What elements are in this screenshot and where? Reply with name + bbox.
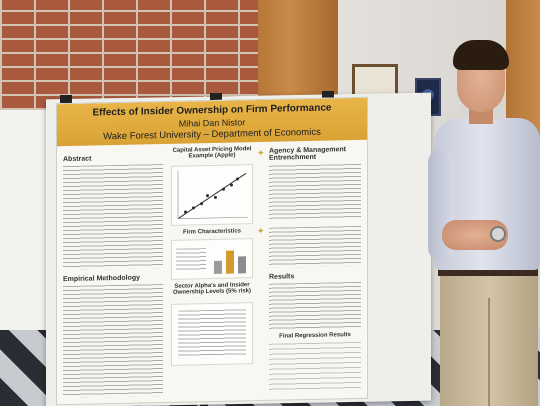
board-clip <box>322 91 334 99</box>
research-poster: Effects of Insider Ownership on Firm Per… <box>56 96 368 406</box>
regression-caption: Final Regression Results <box>279 332 351 340</box>
regression-table <box>269 341 361 392</box>
hair <box>453 40 509 70</box>
star-icon: ✦ <box>257 225 265 237</box>
firm-bar <box>238 256 246 274</box>
capm-scatter-chart <box>171 164 253 226</box>
bar-area <box>212 243 248 274</box>
agency-text <box>269 163 361 220</box>
results-heading: Results <box>269 273 295 281</box>
sector-chart <box>171 302 253 366</box>
firm-bar <box>214 260 222 274</box>
agency-heading: Agency & Management Entrenchment <box>269 146 347 162</box>
firm-legend-text <box>176 248 206 271</box>
empirical-text <box>63 284 163 399</box>
watch-icon <box>490 226 506 242</box>
abstract-text <box>63 164 163 271</box>
belt <box>438 266 538 276</box>
firm-caption: Firm Characteristics <box>182 228 242 236</box>
sector-caption: Sector Alpha's and Insider Ownership Lev… <box>172 282 252 296</box>
board-clip <box>210 93 222 101</box>
wood-pillar <box>258 0 338 100</box>
sector-chart-marks <box>178 309 246 359</box>
agency-text-2 <box>269 225 361 268</box>
capm-scatter-svg <box>177 170 248 220</box>
capm-caption: Capital Asset Pricing Model Example (App… <box>172 146 252 160</box>
presenter <box>420 40 540 406</box>
board-clip <box>60 95 72 103</box>
firm-bar-chart <box>171 238 253 280</box>
x-axis-line <box>178 216 248 220</box>
khaki-pants <box>440 274 538 406</box>
regression-line <box>177 172 247 220</box>
firm-bar <box>226 250 234 274</box>
abstract-heading: Abstract <box>63 155 92 164</box>
empirical-heading: Empirical Methodology <box>63 274 141 284</box>
star-icon: ✦ <box>257 147 265 159</box>
brick-wall <box>0 0 262 110</box>
results-text <box>269 281 361 330</box>
